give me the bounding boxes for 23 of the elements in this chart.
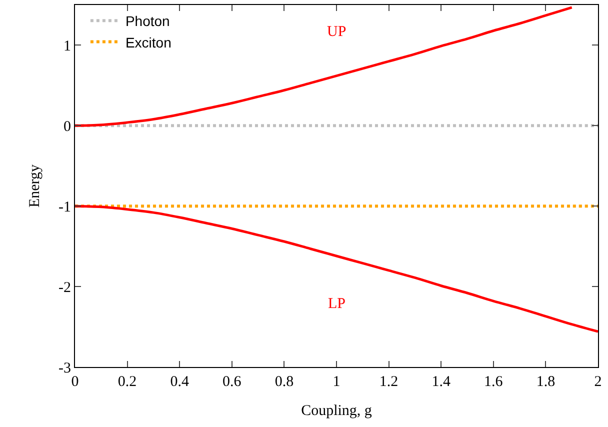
x-tick-label: 0.8 <box>274 374 294 390</box>
x-tick-label: 0.4 <box>170 374 190 390</box>
legend-label: Photon <box>125 13 170 30</box>
x-tick-label: 0.6 <box>222 374 242 390</box>
x-tick-label: 1.2 <box>379 374 398 390</box>
y-tick-label: -3 <box>58 360 71 376</box>
x-tick-label: 1 <box>332 374 340 390</box>
x-tick-label: 1.4 <box>432 374 451 390</box>
y-axis-title: Energy <box>26 164 43 208</box>
line-series <box>75 204 598 333</box>
x-tick-label: 1.6 <box>484 374 504 390</box>
y-tick-label: -1 <box>58 199 71 216</box>
x-axis-title: Coupling, g <box>301 403 372 419</box>
x-tick-label: 2 <box>594 374 602 390</box>
x-tick-label: 0.2 <box>118 374 137 390</box>
text: UP <box>327 24 346 40</box>
line-series <box>75 6 574 127</box>
text: LP <box>328 296 346 312</box>
legend-label: Exciton <box>125 34 172 50</box>
y-tick-label: 0 <box>64 118 71 135</box>
y-tick-label: 1 <box>64 38 71 54</box>
y-tick-label: -2 <box>58 280 71 296</box>
x-tick-label: 1.8 <box>536 374 556 390</box>
